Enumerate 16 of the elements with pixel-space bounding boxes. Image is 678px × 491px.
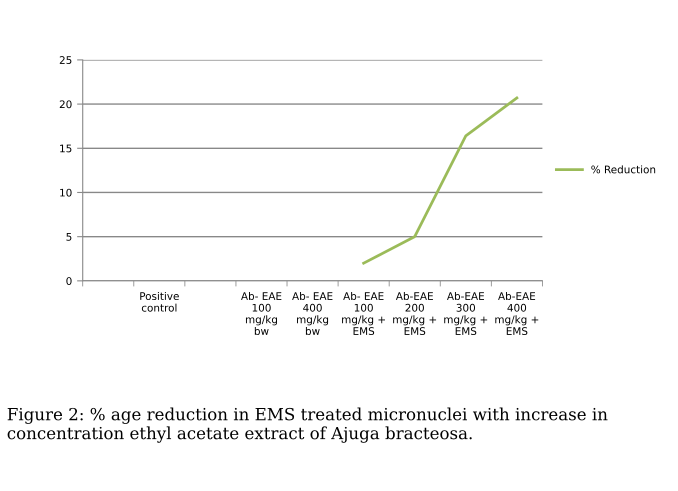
y-tick-label: 10 [60, 188, 72, 197]
caption: Figure 2: % age reduction in EMS treated micronuclei with increase in concentration ethyl acetate extract of Ajuga bracteosa. [8, 408, 608, 443]
y-tick-label: 20 [60, 100, 72, 108]
x-tick-label: Ab- EAE 400 mg/kg bw [292, 292, 332, 336]
y-tick-label: 5 [66, 233, 72, 241]
x-tick-label: Ab-EAE 200 mg/kg + EMS [393, 292, 436, 336]
y-tick-label: 15 [60, 144, 72, 152]
line-series [362, 96, 518, 265]
y-tick-label: 25 [60, 56, 72, 64]
x-tick-label: Positive control [140, 292, 179, 312]
y-tick-label: 0 [66, 277, 72, 285]
x-tick-label: Ab- EAE 100 mg/kg bw [241, 292, 282, 336]
legend-label: % Reduction [591, 165, 656, 174]
x-tick-label: Ab-EAE 300 mg/kg + EMS [444, 292, 488, 336]
x-tick-label: Ab-EAE 400 mg/kg + EMS [495, 292, 538, 336]
x-tick-label: Ab- EAE 100 mg/kg + EMS [342, 292, 386, 336]
